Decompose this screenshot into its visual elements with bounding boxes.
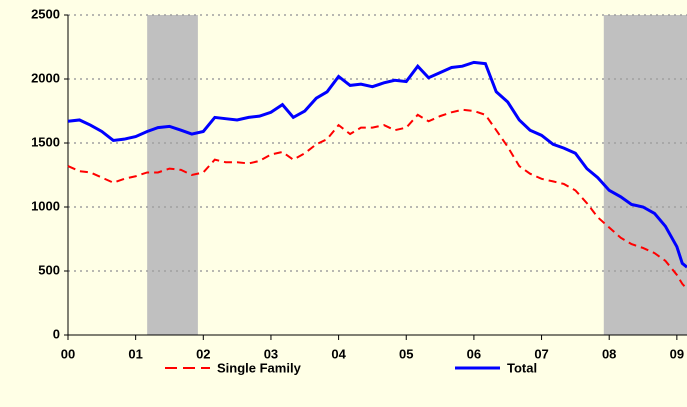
x-tick-label: 02 [196, 346, 210, 361]
legend-label: Total [507, 360, 537, 375]
y-tick-label: 0 [53, 326, 60, 341]
x-tick-label: 03 [264, 346, 278, 361]
x-tick-label: 05 [399, 346, 413, 361]
series-line [67, 108, 687, 290]
y-tick-label: 1500 [31, 134, 60, 149]
recession-band [147, 15, 198, 335]
x-tick-label: 09 [670, 346, 684, 361]
y-tick-label: 500 [38, 262, 60, 277]
y-tick-label: 2000 [31, 70, 60, 85]
x-tick-label: 07 [534, 346, 548, 361]
y-tick-label: 2500 [31, 6, 60, 21]
series-line [67, 60, 687, 269]
y-tick-label: 1000 [31, 198, 60, 213]
x-tick-label: 06 [467, 346, 481, 361]
x-tick-label: 04 [331, 346, 346, 361]
recession-band [603, 15, 687, 335]
legend-label: Single Family [217, 360, 302, 375]
x-tick-label: 08 [602, 346, 616, 361]
x-tick-label: 00 [61, 346, 75, 361]
x-tick-label: 01 [128, 346, 142, 361]
